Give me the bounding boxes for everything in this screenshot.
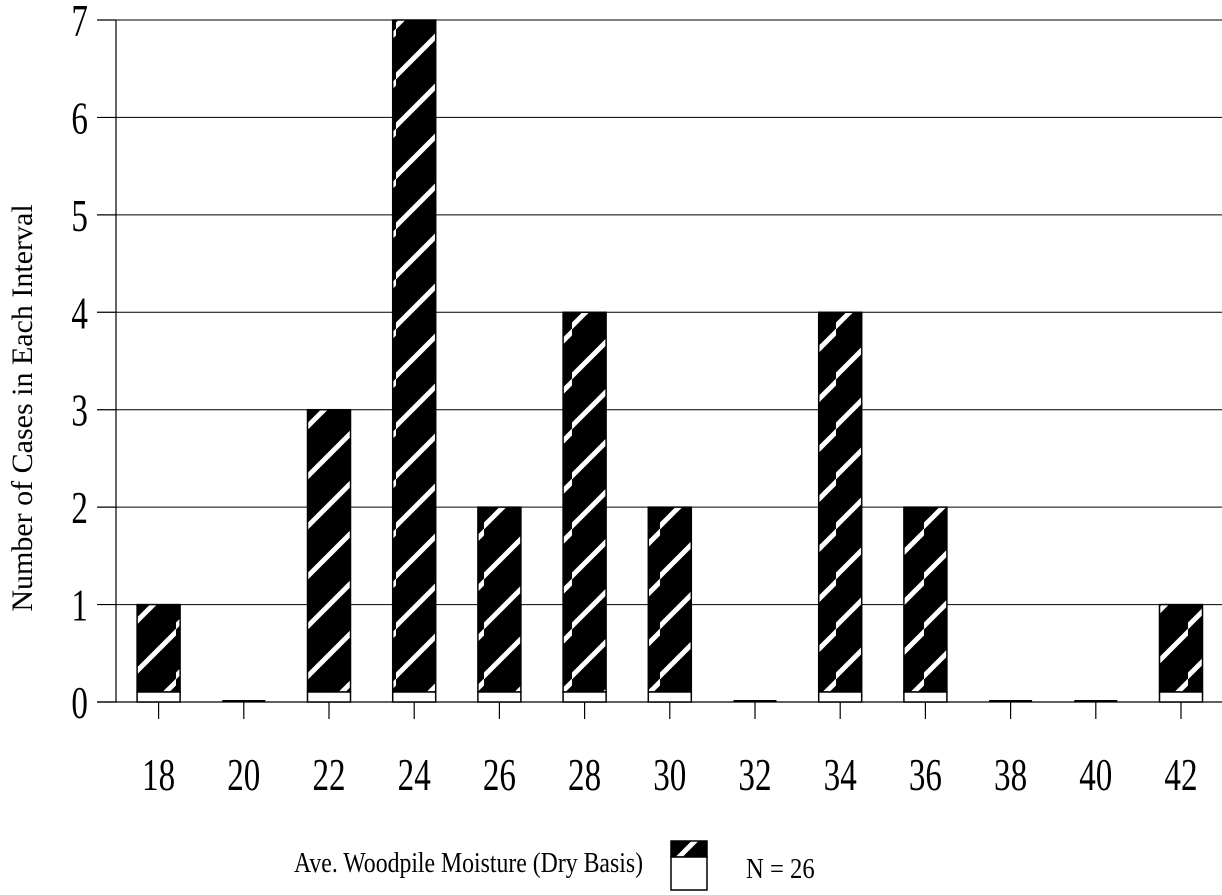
y-tick-label: 1 [71,579,88,631]
x-axis: 18 20 22 24 26 28 30 32 34 36 38 40 42 [97,701,1222,801]
y-tick-label: 4 [71,287,88,339]
bar-base [391,691,437,703]
bar [817,311,863,693]
bar [136,603,181,693]
y-axis-title: Number of Cases in Each Interval [6,204,39,611]
bar-base [562,691,607,703]
bar [391,19,437,693]
bars [136,19,1204,703]
gridlines [116,19,1222,606]
legend-label: Ave. Woodpile Moisture (Dry Basis) [294,846,643,879]
sample-size-annotation: N = 26 [746,852,815,884]
x-tick-label: 26 [483,749,516,801]
y-tick-label: 3 [71,384,88,436]
x-tick-label: 22 [312,749,345,801]
x-tick-label: 42 [1164,749,1197,801]
y-tick-label: 6 [71,92,88,144]
bar-base [136,691,181,703]
bar [647,506,693,693]
bar [477,506,522,693]
x-tick-label: 38 [994,749,1027,801]
bar-base [903,691,948,703]
x-tick-label: 20 [227,749,260,801]
x-tick-label: 40 [1079,749,1112,801]
bar [306,408,352,693]
x-tick-label: 34 [824,749,857,801]
x-tick-label: 28 [568,749,601,801]
x-tick-label: 32 [738,749,771,801]
y-tick-label: 2 [71,482,88,534]
legend-swatch-bottom [670,856,708,891]
legend: Ave. Woodpile Moisture (Dry Basis) N = 2… [294,840,815,891]
bar [903,506,948,693]
y-axis: 0 1 2 3 4 5 6 7 [71,0,117,729]
legend-swatch-top [670,840,708,858]
bar-base [306,691,352,703]
x-tick-label: 24 [398,749,431,801]
y-tick-label: 5 [71,190,88,242]
y-tick-label: 7 [71,0,88,46]
x-tick-label: 30 [653,749,686,801]
bar-base [817,691,863,703]
x-tick-label: 36 [909,749,942,801]
bar [562,311,607,693]
bar-base [647,691,693,703]
x-tick-label: 18 [142,749,175,801]
bar-base [477,691,522,703]
bar-base [1158,691,1204,703]
y-tick-label: 0 [71,677,88,729]
bar [1158,603,1204,693]
